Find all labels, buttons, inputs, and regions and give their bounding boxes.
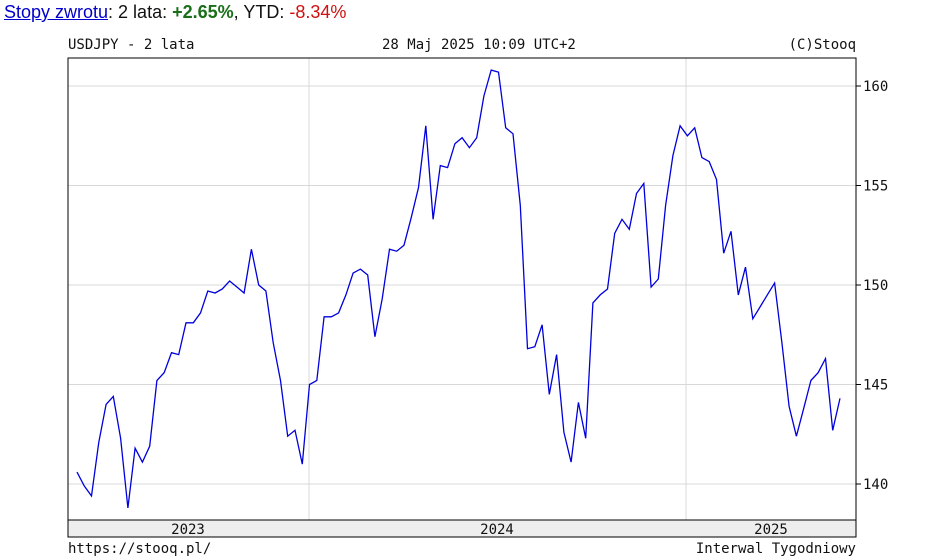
y-tick-label: 155 [863,179,888,195]
y-tick-label: 140 [863,477,888,493]
source-url[interactable]: https://stooq.pl/ [68,541,212,557]
y-tick-label: 150 [863,278,888,294]
x-year-label: 2023 [171,522,205,538]
price-line [76,69,841,508]
plot-border [67,57,857,521]
plot-area [68,58,856,520]
y-tick-label: 145 [863,378,888,394]
x-year-label: 2025 [754,522,788,538]
chart-title: USDJPY - 2 lata [68,37,195,53]
two-year-return: +2.65% [172,2,234,22]
interval-label: Interwal Tygodniowy [695,541,856,557]
returns-header: Stopy zwrotu: 2 lata: +2.65%, YTD: -8.34… [4,2,346,23]
chart-datetime: 28 Maj 2025 10:09 UTC+2 [382,37,576,53]
period-label: : 2 lata: [108,2,173,22]
y-tick-label: 160 [863,79,888,95]
ytd-label: , YTD: [233,2,290,22]
x-year-label: 2024 [480,522,514,538]
ytd-return: -8.34% [289,2,347,22]
returns-link[interactable]: Stopy zwrotu [4,2,109,22]
copyright: (C)Stooq [788,37,856,53]
